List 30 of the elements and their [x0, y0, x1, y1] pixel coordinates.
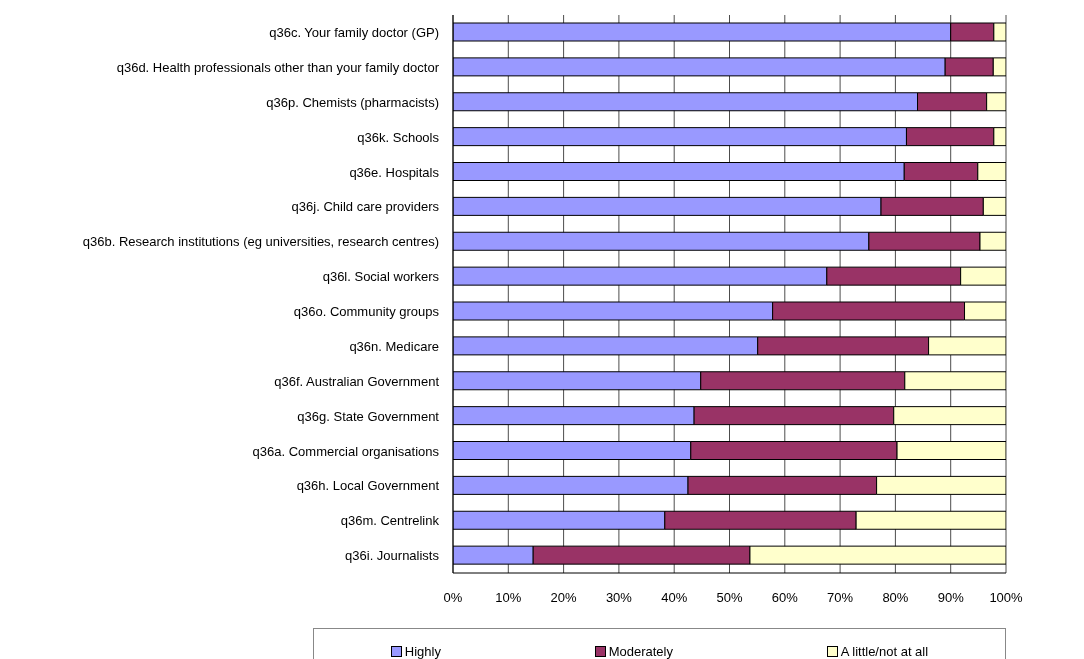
y-tick-label: q36n. Medicare [349, 338, 439, 354]
y-tick-label: q36e. Hospitals [349, 164, 440, 180]
x-tick-label: 0% [443, 590, 463, 606]
y-tick-label: q36g. State Government [297, 408, 440, 424]
y-tick-label: q36h. Local Government [296, 478, 440, 494]
y-tick-label: q36l. Social workers [322, 269, 440, 285]
x-tick-label: 20% [550, 590, 578, 606]
y-tick-label: q36i. Journalists [345, 548, 440, 564]
y-tick-label: q36c. Your family doctor (GP) [269, 25, 439, 41]
x-tick-label: 10% [495, 590, 522, 606]
y-tick-label: q36j. Child care providers [291, 199, 440, 215]
legend-label: Highly [403, 644, 441, 659]
y-tick-label: q36f. Australian Government [274, 373, 440, 389]
x-tick-label: 80% [882, 590, 909, 606]
y-tick-label: q36k. Schools [357, 129, 440, 145]
y-tick-label: q36d. Health professionals other than your family doctor [116, 59, 440, 75]
x-tick-label: 60% [771, 590, 799, 606]
y-tick-label: q36p. Chemists (pharmacists) [266, 94, 439, 110]
x-tick-label: 40% [661, 590, 688, 606]
x-tick-label: 50% [716, 590, 743, 606]
x-tick-label: 70% [827, 590, 854, 606]
y-tick-label: q36a. Commercial organisations [252, 443, 440, 459]
x-tick-label: 100% [989, 590, 1024, 606]
legend-label: Moderately [607, 644, 673, 659]
x-tick-label: 30% [605, 590, 633, 606]
x-tick-label: 90% [937, 590, 965, 606]
y-tick-label: q36b. Research institutions (eg universities, research centres) [82, 234, 439, 250]
y-tick-label: q36o. Community groups [293, 304, 440, 320]
y-tick-label: q36m. Centrelink [340, 513, 440, 529]
legend-label: A little/not at all [839, 644, 929, 659]
